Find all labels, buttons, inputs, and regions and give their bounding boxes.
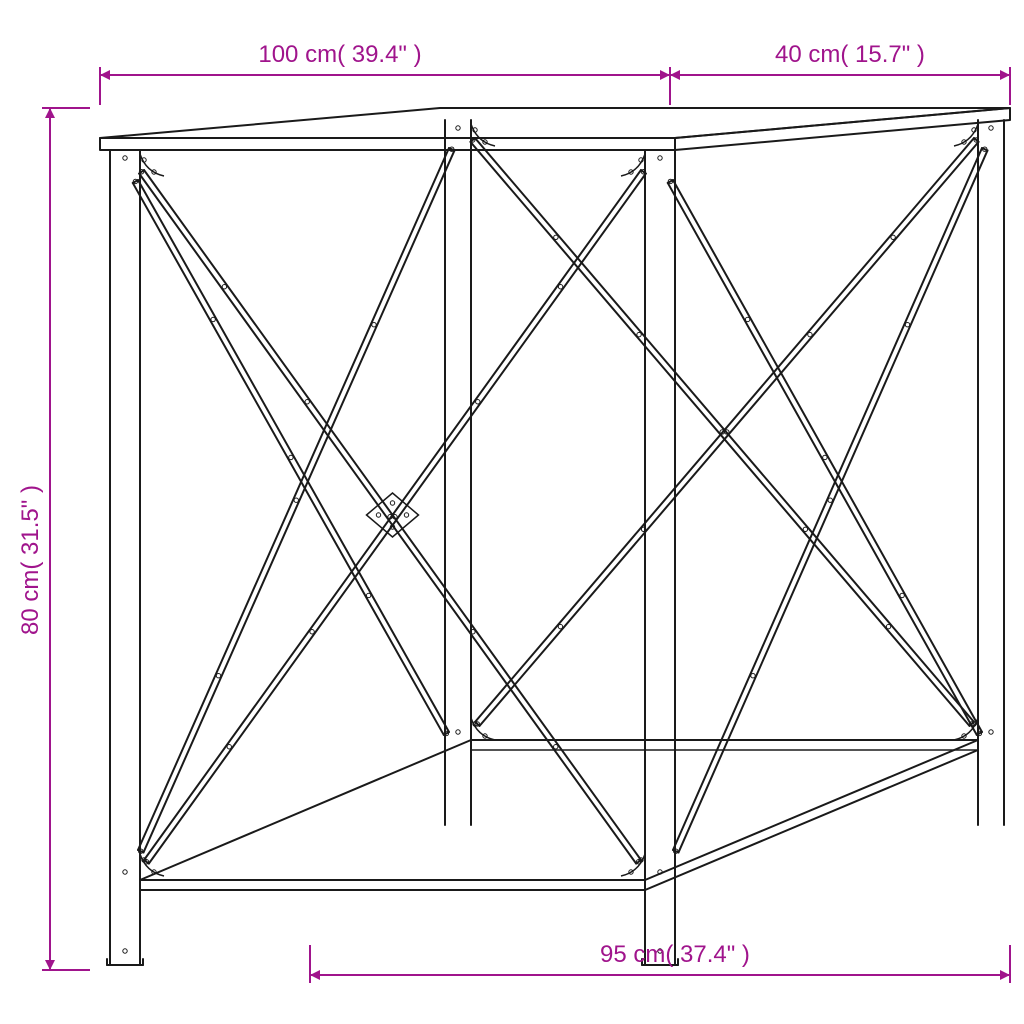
dimension-depth-top: 40 cm( 15.7" ) <box>775 41 925 68</box>
dimension-width-top: 100 cm( 39.4" ) <box>258 41 421 68</box>
dimension-height-left: 80 cm( 31.5" ) <box>17 485 44 635</box>
dimension-shelf-width: 95 cm( 37.4" ) <box>600 941 750 968</box>
table-drawing <box>100 108 1010 965</box>
